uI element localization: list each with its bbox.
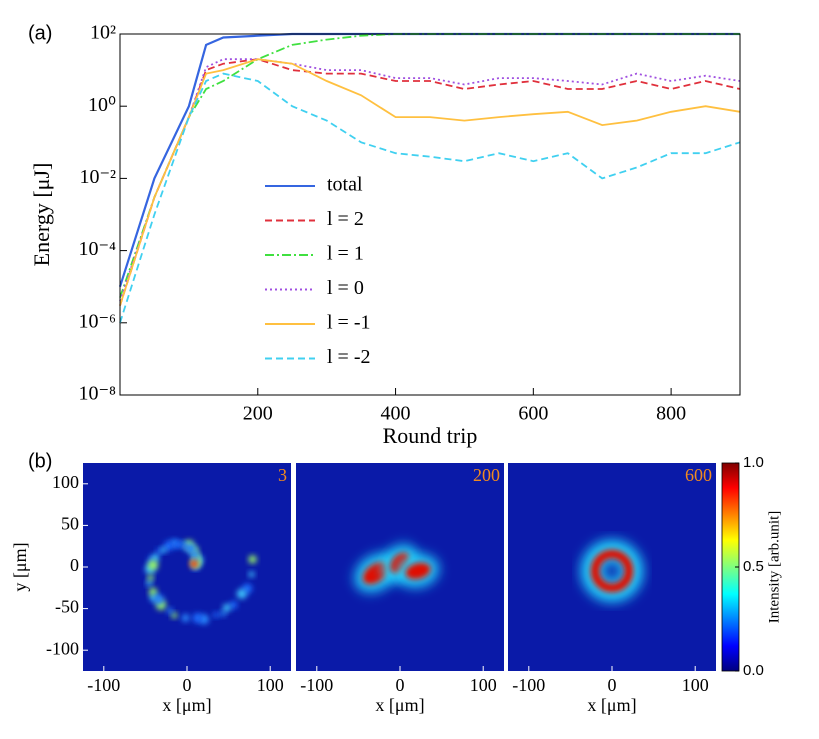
ring xyxy=(590,549,634,593)
speckle xyxy=(192,612,203,623)
speckle xyxy=(190,560,198,568)
legend-label: l = 0 xyxy=(327,277,364,299)
speckle xyxy=(146,579,153,586)
beam-profile xyxy=(354,544,439,593)
x-tick-label: 200 xyxy=(243,403,273,425)
speckle xyxy=(160,546,167,553)
beam-profile xyxy=(145,539,257,625)
plot-frame xyxy=(119,33,741,396)
speckle xyxy=(181,613,190,622)
lobe xyxy=(405,562,431,580)
speckle xyxy=(229,600,238,609)
speckle xyxy=(149,587,158,596)
intensity-image xyxy=(296,463,504,671)
series-line xyxy=(119,58,741,306)
y-tick-label: 10⁻² xyxy=(79,166,116,188)
colorbar-label: Intensity [arb.unit] xyxy=(766,511,782,623)
intensity-image xyxy=(83,463,291,671)
intensity-image xyxy=(508,463,716,671)
y-tick-label: 10⁰ xyxy=(88,94,116,116)
y-tick-label: 0 xyxy=(70,555,79,575)
colorbar-tick-label: 0.0 xyxy=(743,662,764,679)
y-axis-label: y [μm] xyxy=(10,542,30,591)
image-background xyxy=(83,463,291,671)
series-line xyxy=(119,33,740,298)
x-tick-label: 400 xyxy=(381,403,411,425)
y-tick-label: 50 xyxy=(61,514,79,534)
round-trip-label: 200 xyxy=(473,465,500,485)
panel-label: (b) xyxy=(28,450,52,472)
y-tick-label: 10⁻⁸ xyxy=(78,383,116,405)
y-tick-label: -50 xyxy=(55,597,79,617)
legend-label: l = -1 xyxy=(327,312,371,334)
image-background xyxy=(508,463,716,671)
speckle xyxy=(222,603,231,612)
speckle xyxy=(248,571,255,578)
speckle xyxy=(236,588,247,599)
series-line xyxy=(119,58,741,306)
speckle xyxy=(163,540,174,551)
y-tick-label: 10⁻⁶ xyxy=(78,310,116,332)
speckle xyxy=(174,540,183,549)
legend-label: l = 2 xyxy=(327,208,364,230)
speckle xyxy=(212,611,219,618)
x-axis-label: x [μm] xyxy=(375,695,424,715)
round-trip-label: 600 xyxy=(685,465,712,485)
legend-label: l = 1 xyxy=(327,243,364,265)
speckle xyxy=(220,610,227,617)
panel-label: (a) xyxy=(28,22,52,44)
x-tick-label: -100 xyxy=(512,675,545,695)
legend-label: l = -2 xyxy=(327,346,371,368)
x-tick-label: 100 xyxy=(257,675,284,695)
speckle xyxy=(148,560,159,571)
x-tick-label: 600 xyxy=(518,403,548,425)
speckle xyxy=(147,574,154,581)
speckle xyxy=(248,555,257,564)
colorbar-tick-label: 0.5 xyxy=(743,558,764,575)
speckle xyxy=(166,607,173,614)
y-tick-label: 10² xyxy=(90,22,116,44)
colorbar-tick-label: 1.0 xyxy=(743,454,764,471)
x-axis-label: x [μm] xyxy=(587,695,636,715)
x-tick-label: 800 xyxy=(656,403,686,425)
y-axis-label: Energy [μJ] xyxy=(29,163,54,267)
x-tick-label: 100 xyxy=(682,675,709,695)
speckle xyxy=(151,553,160,562)
x-tick-label: 0 xyxy=(396,675,405,695)
x-tick-label: 0 xyxy=(183,675,192,695)
series-line xyxy=(119,72,741,324)
beam-profile xyxy=(581,540,643,602)
x-tick-label: 0 xyxy=(608,675,617,695)
series-line xyxy=(119,58,741,302)
x-axis-label: x [μm] xyxy=(162,695,211,715)
x-tick-label: -100 xyxy=(87,675,120,695)
speckle xyxy=(171,612,178,619)
y-tick-label: -100 xyxy=(46,638,79,658)
round-trip-label: 3 xyxy=(278,465,287,485)
y-tick-label: 100 xyxy=(52,472,79,492)
speckle xyxy=(190,550,199,559)
speckle xyxy=(153,594,164,605)
x-tick-label: 100 xyxy=(470,675,497,695)
x-tick-label: -100 xyxy=(300,675,333,695)
legend-label: total xyxy=(327,174,363,196)
x-axis-label: Round trip xyxy=(383,423,478,448)
y-tick-label: 10⁻⁴ xyxy=(78,238,116,260)
speckle xyxy=(183,544,190,551)
